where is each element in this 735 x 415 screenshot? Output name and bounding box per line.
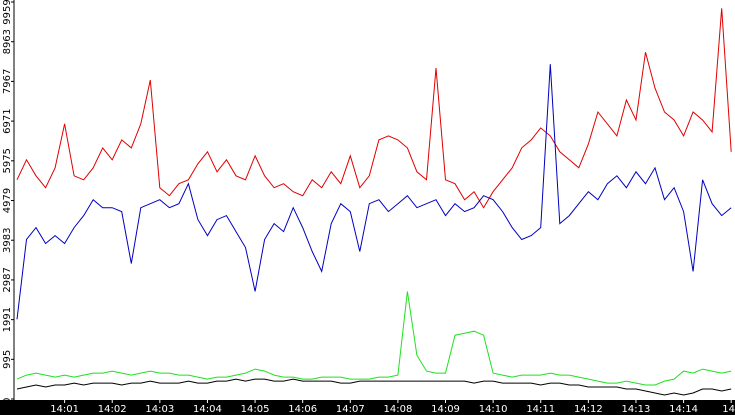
x-axis-bar <box>0 400 735 415</box>
y-tick-label: 9959 <box>2 0 13 25</box>
y-tick-label: 6971 <box>2 108 13 133</box>
x-tick-label: 14 <box>722 404 735 415</box>
y-tick-label: 2987 <box>2 267 13 292</box>
y-tick-label: 7967 <box>2 69 13 94</box>
x-tick-label: 14:04 <box>193 404 222 415</box>
x-tick-label: 14:01 <box>50 404 79 415</box>
y-tick-label: 4979 <box>2 188 13 213</box>
x-tick-label: 14:09 <box>431 404 460 415</box>
x-tick-label: 14:14 <box>669 404 698 415</box>
y-tick-label: 995 <box>2 350 13 369</box>
y-tick-label: 1991 <box>2 307 13 332</box>
series-line <box>16 64 732 320</box>
x-tick-label: 14:07 <box>336 404 365 415</box>
x-tick-label: 14:05 <box>241 404 270 415</box>
series-line <box>16 291 732 386</box>
x-tick-label: 14:02 <box>98 404 127 415</box>
x-tick-label: 14:11 <box>526 404 555 415</box>
x-tick-label: 14:12 <box>574 404 603 415</box>
y-tick-label: 5975 <box>2 148 13 173</box>
y-tick-label: 3983 <box>2 227 13 252</box>
x-tick-label: 14:10 <box>479 404 508 415</box>
series-line <box>16 8 732 209</box>
x-tick-label: 14:03 <box>145 404 174 415</box>
x-tick-label: 14:06 <box>288 404 317 415</box>
y-tick-label: 8963 <box>2 29 13 54</box>
x-tick-label: 14:08 <box>383 404 412 415</box>
x-tick-label: 14:13 <box>622 404 651 415</box>
series-line <box>16 378 732 396</box>
y-tick-label: 0 <box>2 398 13 404</box>
